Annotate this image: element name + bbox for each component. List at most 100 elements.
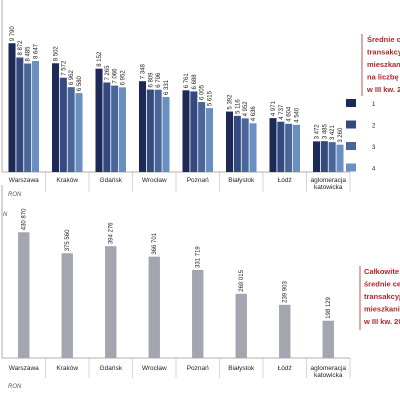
caption: Całkowite [364,267,399,276]
value-label: 8 485 [26,46,32,62]
value-label: 7 265 [105,65,111,81]
bar [241,118,249,172]
caption: mieszkania [364,305,400,314]
legend-swatch [346,99,356,107]
bar [235,293,247,358]
value-label: 6 331 [164,79,170,95]
value-label: 6 761 [184,73,190,89]
x-tick-label: Gdańsk [100,177,123,184]
x-tick-label-line: aglomeracja [311,177,347,184]
bar [18,232,30,358]
value-label: 8 152 [97,51,103,67]
value-label: 7 572 [61,60,67,76]
bar [320,141,328,172]
value-label: 4 540 [294,107,300,123]
x-tick-label-line: katowicka [314,372,343,379]
value-label: 331 719 [196,246,202,268]
value-label: 366 701 [152,232,158,254]
bar [269,118,277,172]
value-label: 3 421 [330,124,336,140]
value-label: 3 485 [322,123,328,139]
value-label: 4 737 [279,104,285,120]
bar [190,91,198,172]
x-tick-label: Łódź [278,177,292,184]
bar [328,142,336,172]
bar [16,57,24,172]
caption: średnie ceny [364,280,400,289]
value-label: 198 129 [326,296,332,318]
bar [182,90,190,172]
legend-swatch [346,142,356,150]
legend-label: 4 [372,167,376,173]
legend-swatch [346,120,356,129]
bar [312,141,321,172]
bar [279,304,291,358]
bar [154,89,162,172]
caption: w III kw. 20 [366,85,400,94]
value-label: 6 962 [69,70,75,86]
value-label: 3 260 [338,127,344,143]
bar [95,68,103,172]
bar [67,87,75,172]
x-tick-label: Gdańsk [100,365,123,372]
value-label: 7 348 [141,64,147,80]
value-label: 6 796 [156,72,162,88]
bar [225,111,234,172]
x-tick-label: Łódź [278,365,292,372]
caption: transakcyjne [364,292,400,301]
bar [138,81,147,172]
bar [322,320,334,358]
value-label: 7 066 [113,68,119,84]
value-label: 6 952 [120,70,126,86]
value-label: 8 502 [54,46,60,62]
x-tick-label: Poznań [187,177,209,184]
y-axis-label: N [3,212,8,218]
bar [8,43,16,173]
value-label: 5 116 [235,99,241,114]
x-tick-label-line: katowicka [314,184,343,191]
x-tick-label: Wrocław [142,177,167,184]
value-label: 9 790 [10,26,16,42]
bar [292,124,301,172]
bar [277,121,285,172]
bar [105,246,117,358]
value-label: 6 005 [200,84,206,100]
value-label: 394 276 [109,222,115,244]
bar [51,63,60,172]
value-label: 6 688 [192,74,198,90]
value-label: 239 903 [283,280,289,302]
value-label: 8 647 [33,43,39,59]
bar [75,93,83,172]
source: RON [8,384,22,390]
x-tick-label: Wrocław [142,365,167,372]
value-label: 5 615 [207,90,213,106]
value-label: 6 580 [77,75,83,91]
bar [118,87,127,172]
x-tick-label: Kraków [56,177,78,184]
bar [59,77,67,172]
bar [162,96,170,172]
x-tick-label: Poznań [187,365,209,372]
bar [148,256,160,358]
value-label: 4 971 [271,100,277,116]
bar [61,253,73,358]
value-label: 6 809 [148,72,154,88]
value-label: 269 015 [239,269,245,291]
caption: mieszkania w [367,60,400,69]
x-tick-label: aglomeracja katowicka [311,177,347,191]
value-label: 4 952 [243,101,249,117]
value-label: 5 392 [228,94,234,110]
caption: transakcyjne [367,48,400,57]
bar [233,115,241,172]
bar [24,63,32,173]
bar [103,82,111,172]
caption: w III kw. 20 [363,317,400,326]
value-label: 375 560 [65,229,71,251]
x-tick-label: Warszawa [9,177,39,184]
legend-label: 2 [372,124,376,130]
bar [336,144,344,172]
bar [192,269,204,358]
bar [146,89,154,172]
value-label: 8 872 [18,40,24,56]
